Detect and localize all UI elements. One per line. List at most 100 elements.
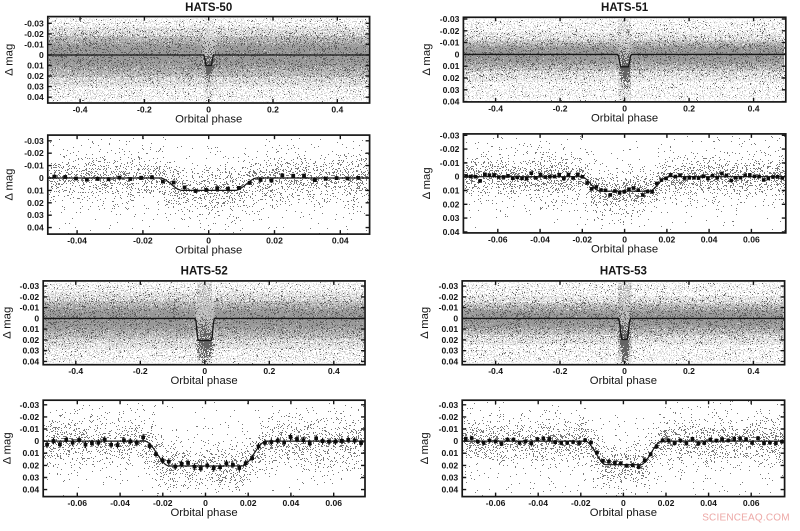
svg-text:0.04: 0.04	[443, 227, 460, 237]
svg-text:-0.04: -0.04	[528, 498, 548, 508]
svg-text:0.03: 0.03	[441, 473, 458, 483]
svg-text:0.02: 0.02	[658, 498, 675, 508]
svg-text:0: 0	[34, 436, 39, 446]
svg-text:-0.01: -0.01	[439, 424, 459, 434]
svg-text:0.06: 0.06	[743, 234, 760, 244]
svg-text:0.04: 0.04	[22, 356, 39, 366]
svg-text:-0.02: -0.02	[133, 236, 153, 246]
svg-text:0: 0	[453, 313, 458, 323]
svg-text:0.01: 0.01	[22, 448, 39, 458]
svg-text:0: 0	[206, 105, 211, 115]
svg-text:-0.03: -0.03	[20, 400, 40, 410]
svg-text:0.02: 0.02	[27, 198, 44, 208]
svg-text:0.04: 0.04	[22, 485, 39, 495]
svg-text:-0.06: -0.06	[68, 498, 88, 508]
svg-text:-0.2: -0.2	[553, 366, 568, 376]
svg-text:0.03: 0.03	[22, 473, 39, 483]
svg-text:-0.03: -0.03	[440, 14, 460, 24]
svg-text:0: 0	[39, 50, 44, 60]
svg-text:0.04: 0.04	[441, 356, 458, 366]
svg-text:-0.4: -0.4	[488, 366, 503, 376]
svg-text:0.03: 0.03	[443, 85, 460, 95]
svg-text:0.02: 0.02	[266, 236, 283, 246]
svg-text:0.03: 0.03	[443, 213, 460, 223]
svg-text:-0.06: -0.06	[486, 498, 506, 508]
svg-text:-0.4: -0.4	[488, 103, 503, 113]
svg-text:-0.02: -0.02	[440, 26, 460, 36]
svg-text:0.2: 0.2	[263, 366, 275, 376]
svg-text:-0.03: -0.03	[440, 130, 460, 140]
svg-text:0.01: 0.01	[443, 186, 460, 196]
svg-text:0.4: 0.4	[331, 105, 343, 115]
svg-text:0: 0	[453, 436, 458, 446]
svg-text:0.01: 0.01	[27, 61, 44, 71]
svg-text:0: 0	[455, 49, 460, 59]
svg-text:HATS-53: HATS-53	[600, 266, 647, 278]
svg-text:Orbital phase: Orbital phase	[170, 375, 237, 387]
svg-text:0.03: 0.03	[441, 346, 458, 356]
svg-text:Δ mag: Δ mag	[421, 167, 433, 199]
svg-text:-0.01: -0.01	[440, 38, 460, 48]
svg-text:SCIENCEAQ.COM: SCIENCEAQ.COM	[702, 513, 790, 524]
svg-text:Orbital phase: Orbital phase	[590, 375, 657, 387]
svg-text:0.01: 0.01	[441, 448, 458, 458]
svg-text:Δ mag: Δ mag	[419, 307, 431, 339]
svg-text:0: 0	[622, 234, 627, 244]
svg-text:Δ mag: Δ mag	[421, 44, 433, 76]
svg-text:-0.01: -0.01	[439, 303, 459, 313]
svg-text:-0.03: -0.03	[439, 281, 459, 291]
svg-text:0: 0	[621, 498, 626, 508]
svg-text:HATS-52: HATS-52	[181, 266, 228, 278]
svg-text:Δ mag: Δ mag	[2, 432, 14, 464]
svg-text:0.01: 0.01	[27, 185, 44, 195]
svg-text:0.2: 0.2	[683, 366, 695, 376]
svg-text:-0.04: -0.04	[110, 498, 130, 508]
svg-text:0.04: 0.04	[283, 498, 300, 508]
svg-text:-0.2: -0.2	[553, 103, 568, 113]
svg-text:Δ mag: Δ mag	[4, 44, 16, 76]
svg-text:-0.02: -0.02	[440, 144, 460, 154]
svg-text:-0.04: -0.04	[67, 236, 87, 246]
svg-text:Orbital phase: Orbital phase	[170, 507, 237, 519]
svg-text:0.01: 0.01	[443, 61, 460, 71]
svg-text:Δ mag: Δ mag	[4, 169, 16, 201]
svg-text:-0.01: -0.01	[20, 303, 40, 313]
svg-text:Orbital phase: Orbital phase	[591, 112, 658, 124]
svg-text:0.02: 0.02	[443, 199, 460, 209]
svg-text:-0.02: -0.02	[571, 498, 591, 508]
svg-text:Δ mag: Δ mag	[419, 432, 431, 464]
svg-text:0.02: 0.02	[240, 498, 257, 508]
svg-text:0.01: 0.01	[441, 324, 458, 334]
svg-text:Orbital phase: Orbital phase	[590, 507, 657, 519]
svg-text:0.04: 0.04	[332, 236, 349, 246]
svg-text:0.04: 0.04	[700, 498, 717, 508]
svg-text:-0.03: -0.03	[20, 281, 40, 291]
svg-text:-0.2: -0.2	[137, 105, 152, 115]
svg-text:0.01: 0.01	[22, 324, 39, 334]
svg-text:0.02: 0.02	[27, 71, 44, 81]
svg-text:-0.06: -0.06	[488, 234, 508, 244]
svg-text:0.06: 0.06	[325, 498, 342, 508]
svg-text:0.4: 0.4	[748, 103, 760, 113]
svg-text:0: 0	[34, 313, 39, 323]
svg-text:0.06: 0.06	[743, 498, 760, 508]
svg-text:Orbital phase: Orbital phase	[591, 243, 658, 255]
svg-text:0.04: 0.04	[701, 234, 718, 244]
svg-text:0.03: 0.03	[27, 210, 44, 220]
svg-text:HATS-51: HATS-51	[601, 2, 649, 14]
svg-text:-0.02: -0.02	[439, 412, 459, 422]
svg-text:0.04: 0.04	[443, 97, 460, 107]
svg-text:0: 0	[202, 366, 207, 376]
svg-text:HATS-50: HATS-50	[185, 2, 232, 14]
svg-text:-0.01: -0.01	[24, 39, 44, 49]
svg-text:0.02: 0.02	[441, 335, 458, 345]
svg-text:-0.2: -0.2	[133, 366, 148, 376]
svg-text:-0.4: -0.4	[68, 366, 83, 376]
svg-text:0.2: 0.2	[683, 103, 695, 113]
svg-text:0.02: 0.02	[22, 335, 39, 345]
svg-text:0.03: 0.03	[22, 346, 39, 356]
svg-text:0.4: 0.4	[747, 366, 759, 376]
svg-text:0.02: 0.02	[22, 460, 39, 470]
svg-text:0.4: 0.4	[328, 366, 340, 376]
svg-text:-0.02: -0.02	[573, 234, 593, 244]
